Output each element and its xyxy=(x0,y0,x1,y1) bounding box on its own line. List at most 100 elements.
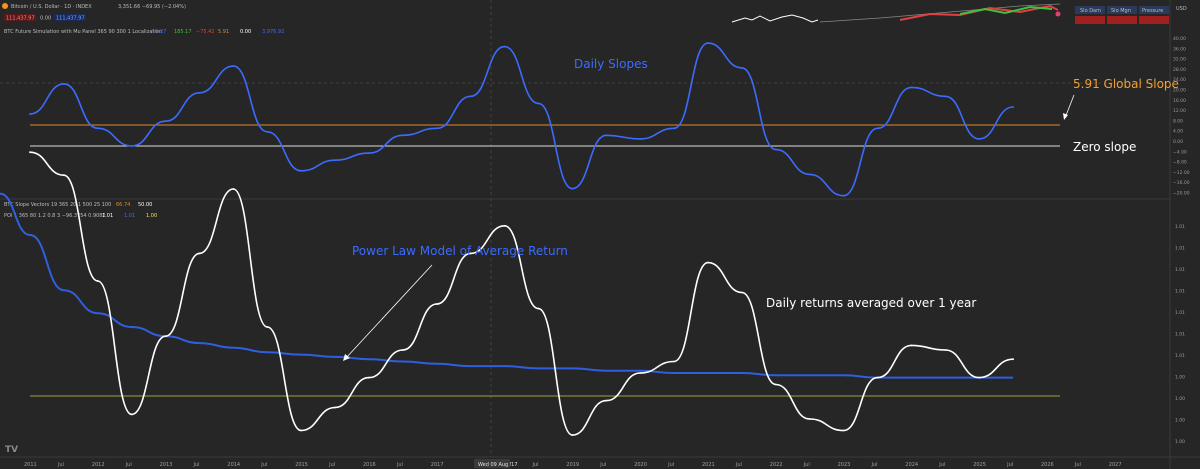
slope-point xyxy=(673,127,675,130)
mini-overview-channel xyxy=(819,3,1061,23)
return-point xyxy=(469,252,472,255)
slope-point xyxy=(368,152,370,155)
mini-button-4[interactable] xyxy=(1075,16,1105,24)
time-tick-label: Jul xyxy=(599,462,606,468)
time-tick-label: 2015 xyxy=(295,462,308,468)
return-point xyxy=(707,261,709,264)
indicator-value: 66.74 xyxy=(116,202,130,208)
slope-tick-label: 24.00 xyxy=(1173,77,1186,83)
indicator-value: 1.01 xyxy=(102,213,113,219)
buy-button[interactable] xyxy=(54,14,86,21)
currency-label[interactable]: USD xyxy=(1176,6,1187,12)
indicator-1-title[interactable]: BTC Future Simulation with Mu Panel 365 … xyxy=(4,29,162,35)
return-point xyxy=(503,224,506,227)
indicator-2-values: 66.74 50.00 xyxy=(116,202,152,208)
slope-point xyxy=(164,120,167,123)
time-tick-label: 2025 xyxy=(973,462,986,468)
indicator-2-title[interactable]: BTC Slope Vectors 19 365 20 1 500 25 100 xyxy=(4,202,111,208)
return-tick-label: 1.01 xyxy=(1175,246,1185,252)
return-point xyxy=(741,291,743,294)
time-tick-label: 2012 xyxy=(92,462,105,468)
time-tick-label: Jul xyxy=(57,462,64,468)
time-tick-label: 2020 xyxy=(634,462,647,468)
slope-tick-label: 12.00 xyxy=(1173,108,1186,114)
slope-tick-label: 40.00 xyxy=(1173,36,1186,42)
return-point xyxy=(842,429,845,432)
time-tick-label: Jul xyxy=(803,462,810,468)
slope-point xyxy=(741,67,743,69)
slope-tick-label: 32.00 xyxy=(1173,57,1186,63)
power-law-line xyxy=(0,192,1014,379)
indicator-value: −75.42 xyxy=(196,29,215,35)
power-law-label: Power Law Model of Average Return xyxy=(352,244,568,258)
slope-tick-label: −12.00 xyxy=(1173,170,1190,176)
return-tick-label: 1.01 xyxy=(1175,310,1185,316)
mini-overview[interactable] xyxy=(731,3,1061,23)
slope-point xyxy=(808,173,811,176)
return-point xyxy=(944,349,947,351)
mini-button-3[interactable] xyxy=(1139,6,1169,14)
time-tick-label: 2024 xyxy=(905,462,918,468)
tradingview-logo[interactable]: TV xyxy=(5,445,18,455)
return-point xyxy=(808,418,811,420)
return-point xyxy=(673,360,675,363)
return-tick-label: 1.00 xyxy=(1175,439,1185,445)
slope-tick-label: 0.00 xyxy=(1173,139,1183,145)
return-point xyxy=(232,188,235,190)
mini-button-5[interactable] xyxy=(1107,16,1137,24)
slope-point xyxy=(978,138,981,140)
slope-point xyxy=(537,102,540,105)
slope-point xyxy=(266,130,269,133)
time-tick-label: Jul xyxy=(871,462,878,468)
return-point xyxy=(774,383,777,386)
mini-button-6[interactable] xyxy=(1139,16,1169,24)
slope-point xyxy=(876,127,879,130)
return-tick-label: 1.01 xyxy=(1175,267,1185,273)
time-tick-label: Jul xyxy=(1074,462,1081,468)
return-point xyxy=(334,406,336,409)
time-tick-label: Jul xyxy=(532,462,539,468)
return-tick-label: 1.01 xyxy=(1175,289,1185,295)
time-tick-label: Jul xyxy=(667,462,674,468)
slope-point xyxy=(707,42,709,44)
mini-button-1-label: Slo Dam xyxy=(1080,8,1101,14)
daily-slopes-label: Daily Slopes xyxy=(574,57,648,71)
mini-button-1[interactable] xyxy=(1075,6,1105,14)
return-point xyxy=(96,280,99,282)
chart-header: Bitcoin / U.S. Dollar · 1D · INDEX 3,351… xyxy=(2,3,1187,219)
returns-panel: 1.01 1.01 1.01 1.01 1.01 1.01 1.01 1.00 1.00 1.00… xyxy=(0,151,1185,445)
return-point xyxy=(29,151,31,154)
sell-button[interactable] xyxy=(4,14,36,21)
return-tick-label: 1.01 xyxy=(1175,353,1185,359)
time-tick-label: 2021 xyxy=(702,462,715,468)
slope-point xyxy=(232,65,235,68)
time-tick-label: 2013 xyxy=(160,462,173,468)
indicator-3-title[interactable]: POI 1 365 80 1.2 0.8 3 −96.3754 0.9082 xyxy=(4,213,106,219)
mini-overview-marker xyxy=(1055,11,1061,17)
slope-tick-label: −20.00 xyxy=(1173,191,1190,197)
indicator-value: 1.01 xyxy=(124,213,135,219)
mini-button-2[interactable] xyxy=(1107,6,1137,14)
time-tick-label: Jul xyxy=(193,462,200,468)
slope-point xyxy=(334,159,336,162)
time-tick-label: Jul xyxy=(125,462,132,468)
time-tick-label: 2017 xyxy=(431,462,444,468)
return-point xyxy=(164,335,167,338)
return-point xyxy=(876,376,879,379)
time-axis[interactable]: 2011 Jul 2012 Jul 2013 Jul 2014 Jul 2015 Jul 2016 J… xyxy=(24,462,1122,468)
sell-price: 111,437.97 xyxy=(6,16,35,22)
symbol-title[interactable]: Bitcoin / U.S. Dollar · 1D · INDEX xyxy=(11,4,92,10)
indicator-3-values: 1.01 1.01 1.00 xyxy=(102,213,157,219)
slope-point xyxy=(571,187,574,190)
slope-point xyxy=(774,148,777,151)
power-law-arrowhead xyxy=(343,354,350,361)
slope-tick-label: 8.00 xyxy=(1173,118,1183,124)
slope-point xyxy=(639,138,642,140)
buy-price: 111,437.97 xyxy=(56,16,85,22)
slope-point xyxy=(1012,106,1014,108)
return-point xyxy=(266,326,269,328)
slope-point xyxy=(300,169,303,172)
returns-price-scale: 1.01 1.01 1.01 1.01 1.01 1.01 1.01 1.00 1.00 1.00… xyxy=(1175,224,1185,445)
time-tick-label: Jul xyxy=(260,462,267,468)
